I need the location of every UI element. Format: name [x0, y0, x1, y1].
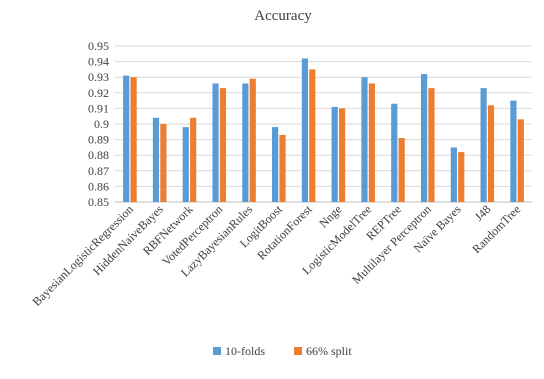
x-axis-ticks: BayesianLogisticRegressionHiddenNaiveBay…: [29, 202, 523, 309]
chart-title: Accuracy: [254, 8, 312, 24]
y-tick-label: 0.91: [88, 101, 109, 115]
bar-66-split-13: [517, 119, 524, 202]
bar-66-split-8: [368, 83, 375, 202]
legend-label: 10-folds: [225, 344, 265, 358]
bars: [123, 58, 524, 203]
bar-66-split-0: [130, 77, 137, 202]
bar-10-folds-1: [152, 117, 160, 202]
bar-10-folds-4: [242, 83, 249, 202]
legend-swatch: [213, 347, 221, 355]
bar-10-folds-8: [361, 77, 368, 202]
bar-66-split-12: [487, 105, 495, 202]
y-tick-label: 0.93: [88, 70, 109, 84]
y-tick-label: 0.86: [88, 179, 109, 193]
y-tick-label: 0.89: [88, 133, 109, 147]
legend-label: 66% split: [306, 344, 352, 358]
bar-66-split-2: [190, 117, 197, 202]
legend-swatch: [294, 347, 302, 355]
y-tick-label: 0.88: [88, 148, 109, 162]
bar-10-folds-7: [331, 106, 338, 202]
bar-10-folds-13: [510, 100, 517, 202]
bar-10-folds-11: [450, 147, 457, 202]
bar-10-folds-5: [272, 127, 279, 202]
y-tick-label: 0.95: [88, 39, 109, 53]
bar-66-split-10: [428, 88, 435, 202]
bar-66-split-1: [160, 124, 167, 202]
bar-66-split-4: [249, 78, 256, 202]
bar-10-folds-10: [420, 74, 428, 202]
y-tick-label: 0.92: [88, 86, 109, 100]
bar-66-split-11: [458, 152, 465, 202]
bar-10-folds-9: [391, 103, 398, 202]
bar-10-folds-6: [301, 58, 309, 203]
x-tick-label: J48: [472, 202, 494, 224]
bar-66-split-3: [219, 88, 227, 202]
gridlines: [115, 45, 532, 203]
bar-10-folds-12: [480, 88, 487, 202]
bar-66-split-7: [338, 108, 346, 202]
y-tick-label: 0.85: [88, 195, 109, 209]
bar-10-folds-0: [123, 75, 130, 202]
y-tick-label: 0.9: [94, 117, 109, 131]
y-tick-label: 0.87: [88, 164, 109, 178]
bar-10-folds-3: [212, 83, 219, 202]
bar-10-folds-2: [182, 127, 189, 202]
bar-66-split-5: [279, 134, 286, 202]
y-axis-ticks: 0.85 0.860.87 0.880.89 0.9 0.910.92 0.930.94 0…: [88, 39, 109, 209]
bar-66-split-9: [398, 138, 405, 202]
y-tick-label: 0.94: [88, 55, 109, 69]
bar-66-split-6: [309, 69, 316, 203]
legend: 10-folds 66% split: [213, 344, 352, 358]
